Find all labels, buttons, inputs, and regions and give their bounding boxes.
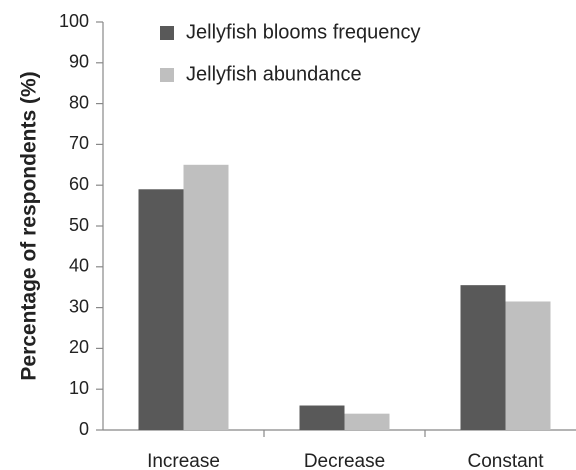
x-tick-label: Constant	[467, 451, 544, 470]
x-tick-label: Increase	[147, 451, 220, 470]
legend-swatch	[160, 26, 174, 40]
x-tick-label: Decrease	[304, 451, 385, 470]
bar	[344, 413, 390, 430]
y-axis-label: Percentage of respondents (%)	[18, 71, 41, 380]
y-tick-label: 0	[79, 419, 89, 439]
y-tick-label: 10	[69, 378, 89, 398]
bar	[460, 285, 506, 430]
y-tick-label: 50	[69, 215, 89, 235]
y-tick-label: 20	[69, 337, 89, 357]
y-tick-label: 90	[69, 52, 89, 72]
y-tick-label: 30	[69, 296, 89, 316]
y-tick-label: 70	[69, 133, 89, 153]
y-tick-label: 40	[69, 256, 89, 276]
legend-label: Jellyfish abundance	[186, 63, 362, 85]
bar	[183, 164, 229, 431]
legend-swatch	[160, 68, 174, 82]
y-tick-label: 60	[69, 174, 89, 194]
y-tick-label: 100	[59, 11, 89, 31]
legend-label: Jellyfish blooms frequency	[186, 21, 421, 43]
bar	[299, 405, 345, 430]
y-tick-label: 80	[69, 92, 89, 112]
bar	[505, 301, 551, 430]
bar	[138, 189, 184, 430]
